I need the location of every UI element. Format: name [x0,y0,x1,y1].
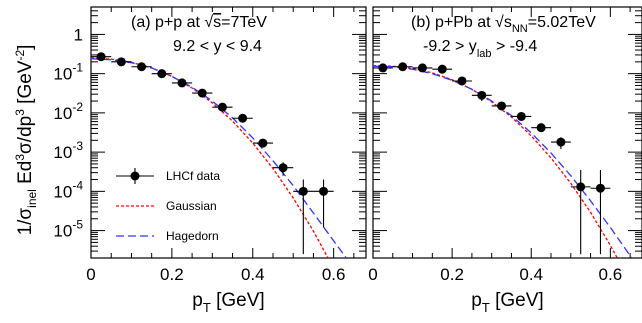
legend-entry-label: Hagedorn [166,229,219,243]
data-point [516,111,526,121]
data-point [258,138,268,148]
panel-label: (a) p+p at √s=7TeV [131,14,267,31]
panel-a: 0 0.2 0.4 0.6 1 10-1 10-2 10-3 10-4 10-5 pT [GeV] (… [53,6,367,315]
data-point [298,186,308,196]
x-tick-label: 0.6 [322,265,346,284]
data-point [157,69,167,79]
x-axis-title: pT [GeV] [192,290,264,315]
y-tick-label: 10-4 [53,178,83,201]
y-tick-label: 1 [74,25,83,44]
data-point [319,186,329,196]
x-tick-label: 0.4 [519,265,543,284]
data-point [238,113,248,123]
data-point [497,101,507,111]
panel-b: 0 0.2 0.4 0.6 pT [GeV] (b) p+Pb at √sNN=5.02T… [368,6,642,315]
gaussian-curve [373,64,618,258]
y-axis-title: 1/σinel Ed3σ/dp3 [GeV-2] [13,45,39,236]
x-tick-label: 0 [368,265,377,284]
data-point [96,52,106,62]
x-axis-title: pT [GeV] [471,290,543,315]
x-tick-label: 0.4 [241,265,265,284]
x-tick-label: 0.6 [599,265,623,284]
plot-frame [372,6,642,259]
data-point [477,90,487,100]
data-point [595,183,605,193]
data-point [197,88,207,98]
legend-entry-label: Gaussian [166,199,217,213]
data-point [417,63,427,73]
legend: LHCf data Gaussian Hagedorn [116,168,220,243]
data-point [378,63,388,73]
data-point [177,78,187,88]
x-tick-label: 0 [86,265,95,284]
data-point [437,64,447,74]
plot-frame [90,6,367,259]
hagedorn-curve [373,65,633,258]
x-tick-label: 0.2 [440,265,464,284]
data-point [278,163,288,173]
data-point [137,62,147,72]
panel-sublabel: 9.2 < y < 9.4 [173,38,262,55]
data-point [217,102,227,112]
x-tick-label: 0.2 [160,265,184,284]
legend-marker [130,171,140,181]
legend-entry-label: LHCf data [166,169,220,183]
data-point [398,62,408,72]
panel-label: (b) p+Pb at √sNN=5.02TeV [411,14,596,35]
data-point [536,123,546,133]
y-tick-label: 10-1 [53,61,83,84]
hagedorn-curve [91,58,348,258]
data-point [556,137,566,147]
data-point [116,57,126,67]
y-tick-label: 10-3 [53,139,83,162]
panel-sublabel: -9.2 > ylab > -9.4 [423,38,537,60]
y-tick-label: 10-5 [53,218,83,241]
data-point [576,182,586,192]
y-tick-label: 10-2 [53,100,83,123]
data-point [457,76,467,86]
